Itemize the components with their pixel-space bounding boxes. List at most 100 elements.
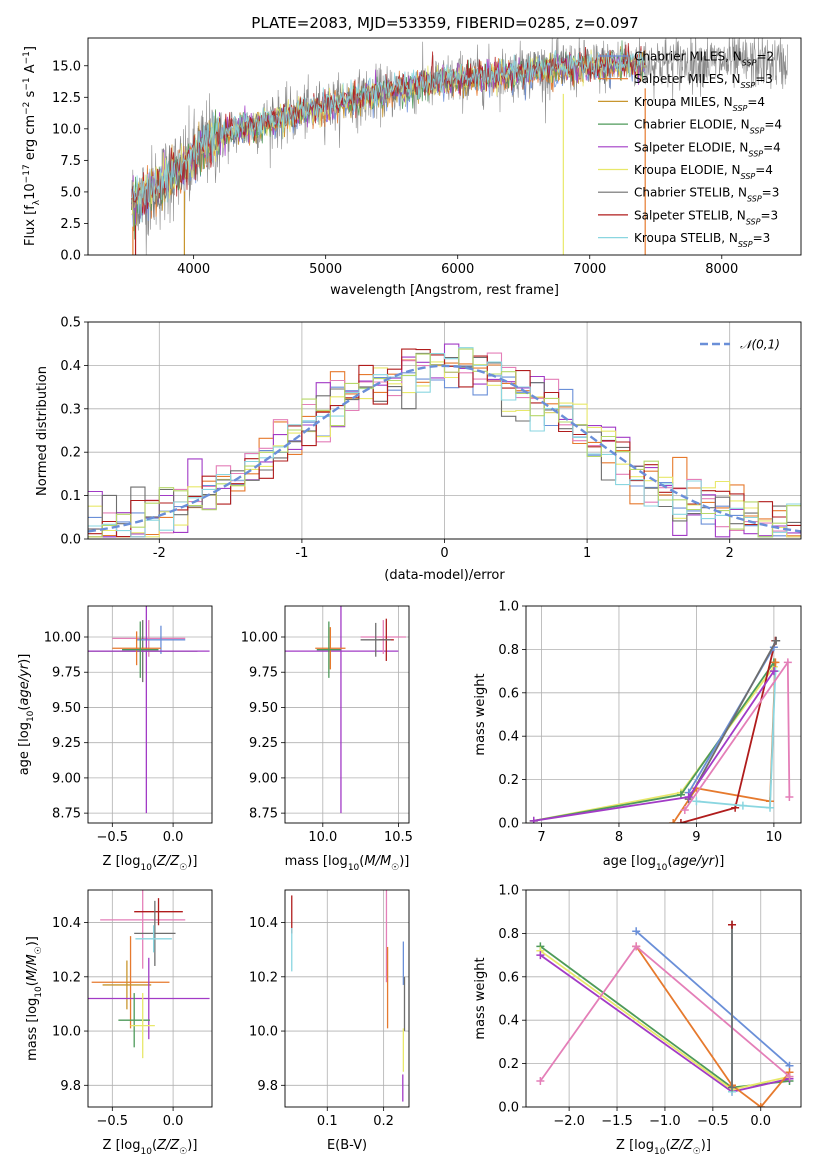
plot-area bbox=[88, 606, 210, 814]
x-axis-label: Z [log10(Z/Z☉)] bbox=[103, 854, 198, 873]
axes-frame: −0.5 0.0 9.8 10.0 10.2 10.4 bbox=[52, 889, 213, 1129]
panel-mass_vs_ebv: 0.1 0.2 9.8 10.0 10.2 10.4 E(B-V) bbox=[249, 889, 410, 1153]
weight-line bbox=[696, 671, 777, 809]
y-tick-label: 10.2 bbox=[52, 970, 81, 985]
legend: 𝒩(0,1) bbox=[700, 338, 780, 352]
legend-entry: Salpeter MILES, NSSP=3 bbox=[634, 72, 773, 90]
y-tick-label: 9.50 bbox=[52, 701, 81, 716]
y-tick-label: 8.75 bbox=[52, 807, 81, 822]
frame bbox=[525, 605, 802, 824]
errorbar-point bbox=[102, 960, 152, 1010]
y-tick-label: 0.0 bbox=[60, 249, 81, 264]
y-tick-label: 15.0 bbox=[52, 59, 81, 74]
weight-series-8 bbox=[529, 667, 778, 823]
y-tick-label: 9.75 bbox=[249, 666, 278, 681]
x-tick-label: −1.5 bbox=[601, 1114, 633, 1129]
x-tick-label: −0.5 bbox=[97, 1114, 129, 1129]
axes-frame: -2 -1 0 1 2 0.0 0.1 0.2 0.3 0.4 0.5 bbox=[60, 316, 802, 561]
y-tick-label: 9.25 bbox=[52, 736, 81, 751]
weight-marker bbox=[738, 801, 747, 810]
y-tick-label: 1.0 bbox=[498, 600, 519, 615]
panel-residual_hist: -2 -1 0 1 2 0.0 0.1 0.2 0.3 0.4 0.5 (data-model)/er… bbox=[35, 316, 802, 583]
weight-marker bbox=[676, 819, 685, 823]
y-tick-label: 0.0 bbox=[498, 1101, 519, 1116]
y-tick-label: 10.00 bbox=[44, 631, 81, 646]
y-tick-label: 0.4 bbox=[498, 730, 519, 745]
legend-entry: Chabrier ELODIE, NSSP=4 bbox=[634, 118, 782, 136]
figure-title: PLATE=2083, MJD=53359, FIBERID=0285, z=0… bbox=[251, 14, 638, 32]
x-tick-label: 6000 bbox=[441, 262, 474, 277]
x-tick-label: 10.5 bbox=[384, 830, 413, 845]
x-tick-label: −2.0 bbox=[553, 1114, 585, 1129]
y-tick-label: 10.0 bbox=[52, 122, 81, 137]
frame bbox=[284, 605, 410, 824]
y-tick-label: 10.0 bbox=[249, 1025, 278, 1040]
y-tick-label: 0.2 bbox=[498, 773, 519, 788]
hist-series-7 bbox=[88, 347, 801, 538]
axes-frame: 10.0 10.5 8.75 9.00 9.25 9.50 9.75 10.00 bbox=[241, 605, 413, 845]
y-tick-label: 0.2 bbox=[60, 446, 81, 461]
y-tick-label: 0.6 bbox=[498, 686, 519, 701]
panel-mass_vs_Z: −0.5 0.0 9.8 10.0 10.2 10.4 Z [log10(Z/Z☉)] mas… bbox=[25, 889, 213, 1157]
y-tick-label: 0.0 bbox=[498, 817, 519, 832]
y-tick-label: 0.1 bbox=[60, 489, 81, 504]
x-tick-label: −1.0 bbox=[649, 1114, 681, 1129]
plot-area bbox=[88, 890, 210, 1059]
axes-frame: −2.0 −1.5 −1.0 −0.5 0.0 0.0 0.2 0.4 0.6 0.8 1.0 bbox=[498, 884, 802, 1129]
weight-series-7 bbox=[680, 658, 794, 814]
y-tick-label: 0.4 bbox=[498, 1014, 519, 1029]
y-tick-label: 9.25 bbox=[249, 736, 278, 751]
weight-series-8 bbox=[728, 920, 737, 929]
plot-area bbox=[291, 890, 406, 1102]
y-tick-label: 0.8 bbox=[498, 643, 519, 658]
weight-marker bbox=[769, 667, 778, 676]
y-tick-label: 10.2 bbox=[249, 970, 278, 985]
errorbar-point bbox=[134, 898, 183, 926]
weight-series-7 bbox=[728, 920, 737, 1092]
legend-entry: 𝒩(0,1) bbox=[740, 338, 780, 352]
y-tick-label: 10.0 bbox=[52, 1025, 81, 1040]
x-axis-label: Z [log10(Z/Z☉)] bbox=[616, 1138, 711, 1157]
x-tick-label: 10 bbox=[766, 830, 783, 845]
y-tick-label: 0.3 bbox=[60, 402, 81, 417]
x-tick-label: 0.0 bbox=[163, 1114, 184, 1129]
x-tick-label: 0 bbox=[440, 546, 448, 561]
plot-area bbox=[131, 38, 788, 255]
weight-marker bbox=[632, 927, 641, 936]
weight-marker bbox=[772, 636, 781, 645]
y-tick-label: 7.5 bbox=[60, 154, 81, 169]
y-axis-label: mass weight bbox=[473, 957, 488, 1039]
axes-frame: 0.1 0.2 9.8 10.0 10.2 10.4 bbox=[249, 889, 410, 1129]
y-tick-label: 9.00 bbox=[249, 771, 278, 786]
axes-frame: 7 8 9 10 0.0 0.2 0.4 0.6 0.8 1.0 bbox=[498, 600, 802, 845]
frame bbox=[87, 889, 213, 1108]
weight-marker bbox=[692, 797, 701, 806]
y-tick-label: 8.75 bbox=[249, 807, 278, 822]
weight-series-4 bbox=[684, 643, 778, 797]
axes-frame: −0.5 0.0 8.75 9.00 9.25 9.50 9.75 10.00 bbox=[44, 605, 213, 845]
weight-line bbox=[687, 640, 777, 800]
weight-line bbox=[635, 945, 791, 1107]
x-tick-label: -1 bbox=[295, 546, 308, 561]
weight-series-0 bbox=[529, 662, 778, 823]
x-axis-label: (data-model)/error bbox=[384, 568, 505, 583]
y-tick-label: 0.2 bbox=[498, 1057, 519, 1072]
errorbar-point bbox=[112, 631, 161, 666]
y-tick-label: 0.5 bbox=[60, 316, 81, 331]
legend-entry: Kroupa STELIB, NSSP=3 bbox=[634, 231, 770, 249]
x-axis-label: E(B-V) bbox=[327, 1138, 367, 1153]
weight-marker bbox=[529, 816, 538, 823]
errorbar-point bbox=[316, 621, 341, 678]
errorbar-point bbox=[130, 993, 155, 1059]
x-axis-label: Z [log10(Z/Z☉)] bbox=[103, 1138, 198, 1157]
errorbar-point bbox=[88, 606, 210, 814]
y-tick-label: 9.00 bbox=[52, 771, 81, 786]
spectrum-model-line-5 bbox=[131, 49, 646, 216]
x-axis-label: wavelength [Angstrom, rest frame] bbox=[330, 283, 559, 298]
legend-entry: Salpeter ELODIE, NSSP=4 bbox=[634, 140, 781, 158]
hist-series-0 bbox=[88, 365, 801, 538]
weight-line bbox=[635, 930, 791, 1067]
errorbar-point bbox=[360, 622, 391, 657]
y-tick-label: 1.0 bbox=[498, 884, 519, 899]
